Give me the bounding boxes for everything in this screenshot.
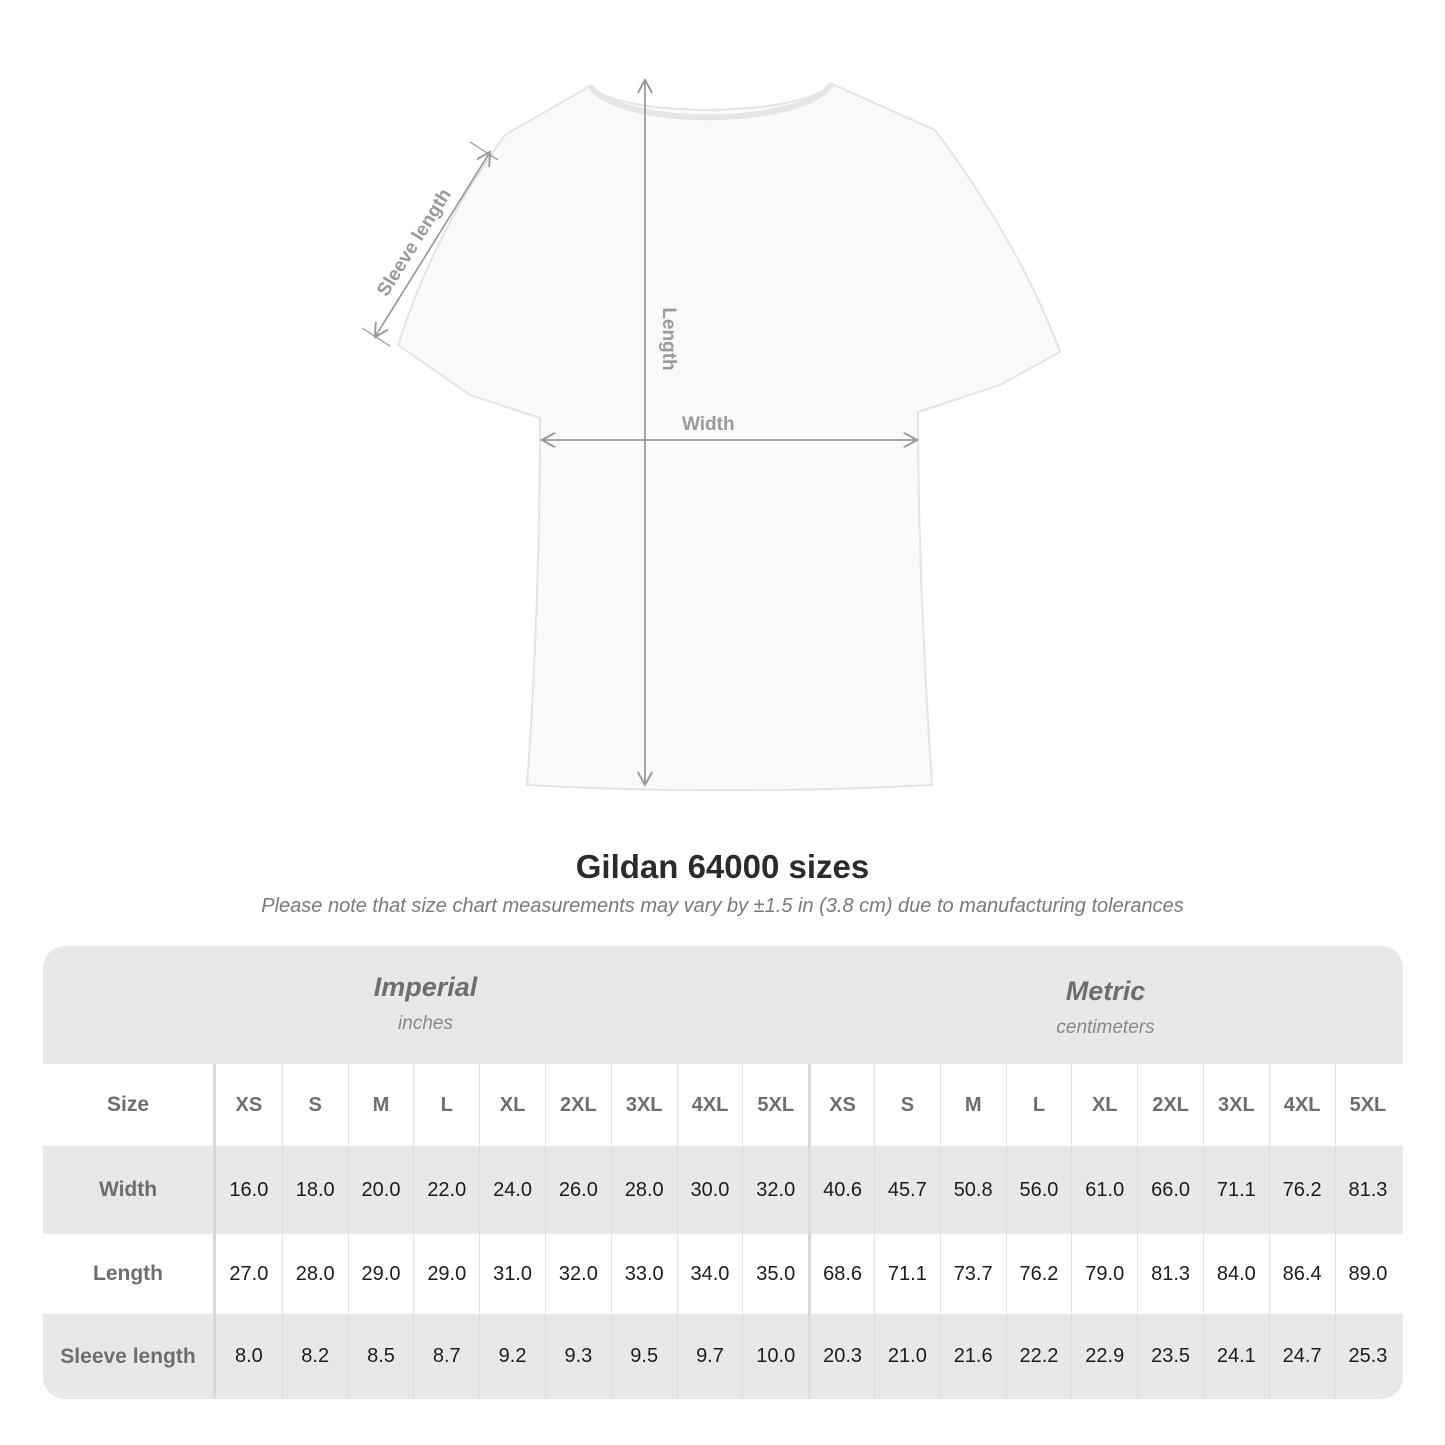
metric-value-cell: 20.3 [808, 1314, 874, 1399]
metric-value-cell: 24.7 [1268, 1314, 1335, 1399]
size-header-row: Size XS S M L XL 2XL 3XL 4XL 5XL XS S M L XL 2XL 3XL 4XL 5… [43, 1064, 1403, 1146]
imperial-size-header: 2XL [544, 1064, 611, 1146]
metric-value-cell: 71.1 [873, 1234, 940, 1314]
metric-value-cell: 89.0 [1334, 1234, 1401, 1314]
metric-value-cell: 45.7 [873, 1146, 940, 1234]
tshirt-shape [396, 82, 1062, 792]
imperial-value-cell: 28.0 [610, 1146, 677, 1234]
imperial-size-header: 5XL [742, 1064, 808, 1146]
imperial-size-header: S [281, 1064, 348, 1146]
imperial-value-cell: 29.0 [413, 1234, 479, 1314]
imperial-value-cell: 9.2 [479, 1314, 545, 1399]
metric-size-header: 5XL [1334, 1064, 1401, 1146]
imperial-value-cell: 32.0 [544, 1234, 611, 1314]
metric-value-cell: 61.0 [1071, 1146, 1137, 1234]
metric-value-cell: 22.2 [1005, 1314, 1072, 1399]
metric-value-cell: 79.0 [1071, 1234, 1137, 1314]
imperial-value-cell: 8.7 [413, 1314, 479, 1399]
tshirt-diagram [361, 0, 1062, 792]
metric-value-cell: 66.0 [1137, 1146, 1203, 1234]
metric-value-cell: 25.3 [1334, 1314, 1401, 1399]
table-row: Length 27.0 28.0 29.0 29.0 31.0 32.0 33.0 34.0 35… [43, 1234, 1403, 1314]
imperial-size-header: L [413, 1064, 479, 1146]
imperial-value-cell: 8.5 [347, 1314, 414, 1399]
imperial-value-cell: 33.0 [610, 1234, 677, 1314]
imperial-value-cell: 10.0 [742, 1314, 808, 1399]
imperial-value-cell: 24.0 [479, 1146, 545, 1234]
imperial-value-cell: 32.0 [742, 1146, 808, 1234]
imperial-size-header: M [347, 1064, 414, 1146]
metric-value-cell: 24.1 [1202, 1314, 1269, 1399]
imperial-header: Imperial inches [216, 946, 635, 1090]
imperial-value-cell: 31.0 [479, 1234, 545, 1314]
metric-value-cell: 21.0 [873, 1314, 940, 1399]
metric-value-cell: 50.8 [939, 1146, 1006, 1234]
imperial-value-cell: 20.0 [347, 1146, 414, 1234]
row-label: Length [43, 1234, 216, 1314]
metric-value-cell: 76.2 [1268, 1146, 1335, 1234]
imperial-value-cell: 8.2 [281, 1314, 348, 1399]
imperial-value-cell: 16.0 [229, 1178, 269, 1201]
size-table: Imperial inches Metric centimeters Size X… [43, 946, 1403, 1399]
imperial-size-header: XL [479, 1064, 545, 1146]
table-row: Width 16.0 18.0 20.0 22.0 24.0 26.0 28.0 30.0 32.… [43, 1146, 1403, 1234]
metric-header: Metric centimeters [808, 946, 1403, 1094]
metric-size-header: L [1005, 1064, 1072, 1146]
imperial-size-header: 3XL [610, 1064, 677, 1146]
imperial-value-cell: 29.0 [347, 1234, 414, 1314]
metric-size-header: 3XL [1202, 1064, 1269, 1146]
imperial-label: Imperial [373, 972, 478, 1002]
imperial-value-cell: 8.0 [234, 1345, 263, 1367]
metric-size-header: XL [1071, 1064, 1137, 1146]
imperial-unit: inches [398, 1013, 453, 1034]
imperial-value-cell: 34.0 [676, 1234, 743, 1314]
imperial-value-cell: 22.0 [413, 1146, 479, 1234]
imperial-value-cell: 26.0 [544, 1146, 611, 1234]
imperial-value-cell: 9.7 [676, 1314, 743, 1399]
tshirt-collar [587, 82, 835, 121]
metric-value-cell: 76.2 [1005, 1234, 1072, 1314]
metric-value-cell: 21.6 [939, 1314, 1006, 1399]
imperial-value-cell: 28.0 [281, 1234, 348, 1314]
page-title: Gildan 64000 sizes [575, 848, 870, 885]
tolerance-note: Please note that size chart measurements… [261, 895, 1184, 917]
imperial-value-cell: 9.3 [544, 1314, 611, 1399]
row-label: Sleeve length [43, 1314, 216, 1399]
metric-value-cell: 81.3 [1334, 1146, 1401, 1234]
imperial-size-header: XS [235, 1093, 263, 1116]
metric-value-cell: 23.5 [1137, 1314, 1203, 1399]
metric-size-header: 4XL [1268, 1064, 1335, 1146]
metric-unit: centimeters [1056, 1017, 1155, 1038]
imperial-size-header: 4XL [676, 1064, 743, 1146]
length-label: Length [658, 307, 679, 371]
imperial-value-cell: 9.5 [610, 1314, 677, 1399]
row-label: Width [43, 1146, 216, 1234]
metric-size-header: 2XL [1137, 1064, 1203, 1146]
metric-value-cell: 68.6 [808, 1234, 874, 1314]
imperial-value-cell: 18.0 [281, 1146, 348, 1234]
metric-value-cell: 56.0 [1005, 1146, 1072, 1234]
imperial-value-cell: 35.0 [742, 1234, 808, 1314]
metric-label: Metric [1065, 976, 1146, 1006]
imperial-value-cell: 27.0 [229, 1262, 269, 1285]
metric-size-header: M [939, 1064, 1006, 1146]
metric-value-cell: 71.1 [1202, 1146, 1269, 1234]
metric-value-cell: 84.0 [1202, 1234, 1269, 1314]
metric-value-cell: 86.4 [1268, 1234, 1335, 1314]
row-label: Size [43, 1064, 216, 1146]
table-row: Sleeve length 8.0 8.2 8.5 8.7 9.2 9.3 9.5 9.7 10.… [43, 1314, 1403, 1399]
metric-value-cell: 22.9 [1071, 1314, 1137, 1399]
metric-value-cell: 40.6 [808, 1146, 874, 1234]
width-label: Width [682, 414, 735, 435]
imperial-value-cell: 30.0 [676, 1146, 743, 1234]
metric-value-cell: 81.3 [1137, 1234, 1203, 1314]
metric-size-header: XS [808, 1064, 874, 1146]
metric-value-cell: 73.7 [939, 1234, 1006, 1314]
metric-size-header: S [873, 1064, 940, 1146]
